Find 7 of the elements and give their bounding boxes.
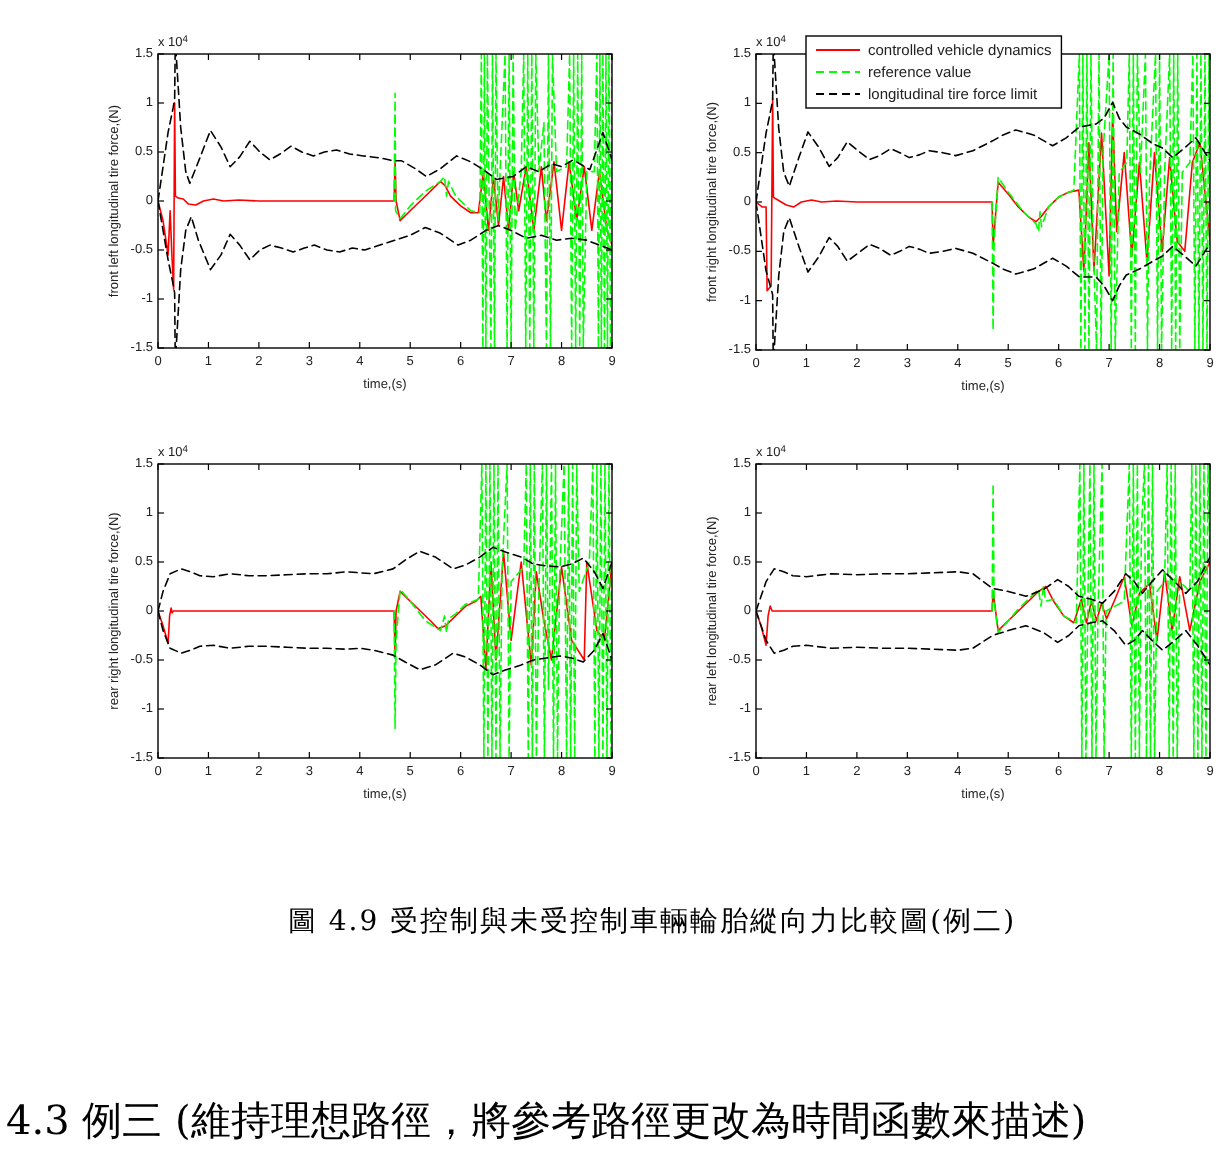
text: 4.3 例三 (維持理想路徑，將參考路徑更改為時間函數來描述) xyxy=(6,1096,1087,1144)
line-series xyxy=(393,54,612,348)
line-series xyxy=(756,561,1210,647)
text: 圖 4.9 受控制與未受控制車輛輪胎縱向力比較圖(例二) xyxy=(287,906,1017,938)
line-series xyxy=(991,464,1210,758)
line-series xyxy=(158,102,612,290)
line-series xyxy=(393,464,612,758)
